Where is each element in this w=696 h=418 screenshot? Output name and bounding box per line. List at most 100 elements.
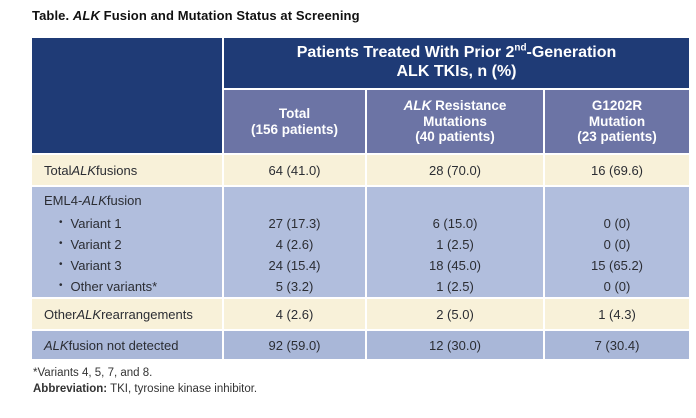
text-segment: Other: [44, 306, 77, 322]
cell-value: 0 (0): [545, 234, 689, 255]
cell-value: 12 (30.0): [367, 331, 543, 359]
footnote-asterisk: *Variants 4, 5, 7, and 8.: [33, 366, 257, 382]
text-segment: fusion not detected: [68, 337, 179, 353]
cell-value: [367, 187, 543, 213]
text-segment: ALK TKIs, n (%): [396, 63, 517, 80]
text-segment: -Generation: [526, 44, 617, 62]
row-group: ALK fusion not detected 92 (59.0) 12 (30.0…: [32, 331, 689, 359]
text-segment: fusions: [96, 162, 138, 178]
row-label: Other ALK rearrangements: [32, 299, 222, 329]
header-corner-cell: [32, 38, 222, 153]
cell-value: 2 (5.0): [367, 299, 543, 329]
data-table: Patients Treated With Prior 2nd-Generati…: [32, 38, 689, 359]
text-segment: Fusion and Mutation Status at Screening: [99, 8, 360, 23]
table-row: ALK fusion not detected 92 (59.0) 12 (30.0…: [32, 331, 689, 359]
text-segment: (156 patients): [250, 121, 339, 137]
cell-value: 92 (59.0): [224, 331, 365, 359]
cell-value: 28 (70.0): [367, 155, 543, 185]
row-label: Total ALK fusions: [32, 155, 222, 185]
cell-value: 0 (0): [545, 276, 689, 297]
spanning-header: Patients Treated With Prior 2nd-Generati…: [224, 38, 689, 88]
header-line: Mutation: [547, 114, 687, 129]
cell-value: 4 (2.6): [224, 234, 365, 255]
cell-value: 6 (15.0): [367, 213, 543, 234]
bullet-icon: •: [59, 217, 63, 228]
bullet-icon: •: [59, 238, 63, 249]
cell-value: 1 (2.5): [367, 276, 543, 297]
text-segment: Table.: [32, 8, 73, 23]
row-label: EML4- ALK fusion: [32, 187, 222, 213]
cell-value: 24 (15.4): [224, 255, 365, 276]
row-label: ALK fusion not detected: [32, 331, 222, 359]
row-label: • Variant 1: [32, 213, 222, 234]
table-row: • Variant 1 27 (17.3) 6 (15.0) 0 (0): [32, 213, 689, 234]
text-segment: TKI, tyrosine kinase inhibitor.: [107, 382, 258, 395]
header-line: Mutations: [369, 114, 541, 129]
text-segment: Mutation: [588, 113, 646, 129]
text-segment: rearrangements: [101, 306, 193, 322]
text-segment: Abbreviation:: [33, 382, 108, 395]
text-segment: Variant 2: [70, 237, 122, 252]
text-segment: Resistance: [431, 98, 507, 114]
column-header-1: Total (156 patients): [224, 90, 365, 153]
table-body: Total ALK fusions 64 (41.0) 28 (70.0) 16 (6…: [32, 155, 689, 359]
row-label: • Other variants*: [32, 276, 222, 297]
table-title: Table. ALK Fusion and Mutation Status at…: [32, 8, 360, 23]
text-segment: ALK: [403, 98, 432, 114]
header-line: ALK TKIs, n (%): [224, 63, 689, 82]
cell-value: 1 (2.5): [367, 234, 543, 255]
header-line: ALK Resistance: [369, 98, 541, 113]
row-group: Total ALK fusions 64 (41.0) 28 (70.0) 16 (6…: [32, 155, 689, 185]
text-segment: G1202R: [591, 98, 643, 114]
footnotes: *Variants 4, 5, 7, and 8. Abbreviation: …: [33, 366, 257, 397]
text-segment: Other variants*: [70, 279, 158, 294]
cell-value: 4 (2.6): [224, 299, 365, 329]
text-segment: fusion: [106, 192, 142, 208]
header-line: (23 patients): [547, 129, 687, 144]
text-segment: Variant 3: [70, 258, 122, 273]
table-header: Patients Treated With Prior 2nd-Generati…: [32, 38, 689, 153]
cell-value: 18 (45.0): [367, 255, 543, 276]
row-label: • Variant 2: [32, 234, 222, 255]
cell-value: [545, 187, 689, 213]
cell-value: 5 (3.2): [224, 276, 365, 297]
table-row: • Other variants* 5 (3.2) 1 (2.5) 0 (0): [32, 276, 689, 297]
header-line: Patients Treated With Prior 2nd-Generati…: [224, 42, 689, 63]
text-segment: EML4-: [44, 192, 83, 208]
text-segment: ALK: [76, 306, 102, 322]
text-segment: Mutations: [423, 113, 487, 129]
table-row: EML4- ALK fusion: [32, 187, 689, 213]
text-segment: Patients Treated With Prior 2: [296, 44, 515, 62]
cell-value: 7 (30.4): [545, 331, 689, 359]
text-segment: ALK: [72, 8, 100, 23]
cell-value: 64 (41.0): [224, 155, 365, 185]
header-line: (40 patients): [369, 129, 541, 144]
table-row: Other ALK rearrangements 4 (2.6) 2 (5.0) 1 …: [32, 299, 689, 329]
text-segment: nd: [514, 42, 527, 54]
cell-value: 0 (0): [545, 213, 689, 234]
cell-value: [224, 187, 365, 213]
row-group: EML4- ALK fusion • Variant 1 27 (17.3) 6 (15.…: [32, 187, 689, 297]
text-segment: (40 patients): [415, 129, 495, 145]
cell-value: 27 (17.3): [224, 213, 365, 234]
text-segment: *Variants 4, 5, 7, and 8.: [33, 367, 153, 379]
column-header-3: G1202R Mutation (23 patients): [545, 90, 689, 153]
header-line: G1202R: [547, 98, 687, 113]
cell-value: 16 (69.6): [545, 155, 689, 185]
row-group: Other ALK rearrangements 4 (2.6) 2 (5.0) 1 …: [32, 299, 689, 329]
bullet-icon: •: [59, 259, 63, 270]
header-line: (156 patients): [226, 122, 363, 137]
row-label: • Variant 3: [32, 255, 222, 276]
table-row: • Variant 2 4 (2.6) 1 (2.5) 0 (0): [32, 234, 689, 255]
text-segment: Total: [44, 162, 72, 178]
text-segment: ALK: [44, 337, 69, 353]
text-segment: ALK: [82, 192, 107, 208]
footnote-abbreviation: Abbreviation: TKI, tyrosine kinase inhib…: [33, 382, 257, 398]
text-segment: (23 patients): [577, 129, 657, 145]
header-line: Total: [226, 106, 363, 121]
table-row: Total ALK fusions 64 (41.0) 28 (70.0) 16 (6…: [32, 155, 689, 185]
bullet-icon: •: [59, 280, 63, 291]
cell-value: 1 (4.3): [545, 299, 689, 329]
column-header-2: ALK Resistance Mutations (40 patients): [367, 90, 543, 153]
